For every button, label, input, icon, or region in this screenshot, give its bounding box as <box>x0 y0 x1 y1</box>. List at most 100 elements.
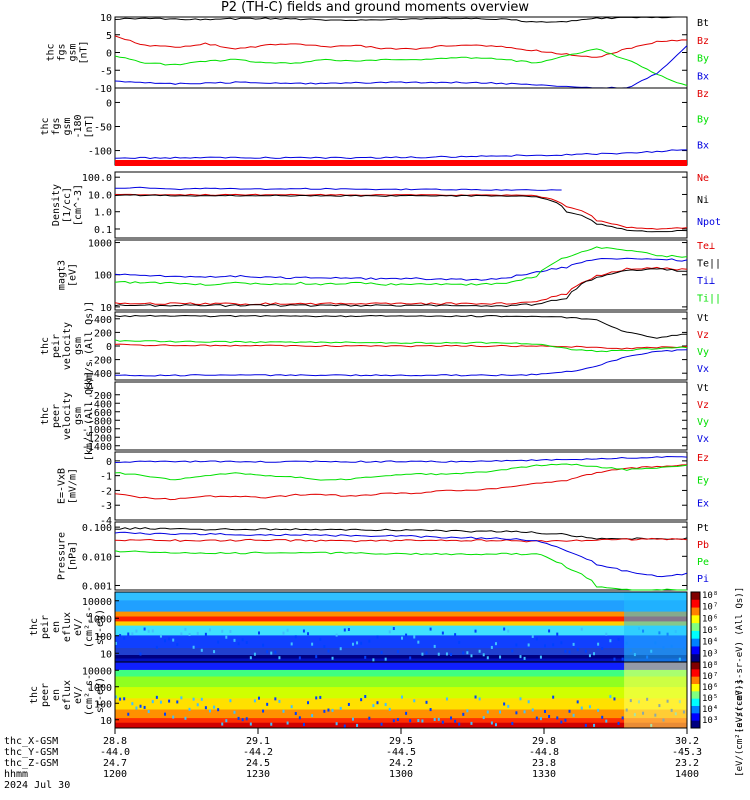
peir_spectrogram-speckle <box>458 640 461 644</box>
colorbar-tick-label: 10⁷ <box>702 672 718 682</box>
peir_spectrogram-speckle <box>515 643 518 647</box>
fgs_gsm_dup-ylabel: [nT] <box>84 114 95 138</box>
peer_spectrogram-speckle <box>229 699 232 703</box>
peir_spectrogram-speckle <box>347 627 350 631</box>
density-series-npot-line <box>114 186 562 191</box>
colorbar-tick-label: 10⁵ <box>702 626 718 636</box>
peer_spectrogram-speckle <box>115 695 117 699</box>
fgs_gsm-ytick-label: 10 <box>100 13 112 24</box>
peer_spectrogram-speckle <box>564 718 567 722</box>
peer_spectrogram-speckle <box>413 699 416 703</box>
peer_spectrogram-speckle <box>262 709 265 713</box>
peer_spectrogram-speckle <box>597 708 600 712</box>
xaxis-tick-label: 28.8 <box>103 736 127 747</box>
peer_spectrogram-band <box>115 718 687 724</box>
peir_spectrogram-speckle <box>233 638 236 642</box>
peir_spectrogram-speckle <box>409 656 412 660</box>
xaxis-tick-label: -45.3 <box>672 747 702 758</box>
peer_spectrogram-speckle <box>552 695 555 699</box>
peir_spectrogram-speckle <box>613 657 616 661</box>
xaxis-tick-label: 1300 <box>389 769 413 780</box>
xaxis-tick-label: 29.8 <box>532 736 556 747</box>
fgs_gsm_dup-ylabel: fgs <box>51 117 62 135</box>
peer_spectrogram-band <box>115 722 687 729</box>
peer_spectrogram-speckle <box>176 700 179 704</box>
peir_spectrogram-speckle <box>417 640 420 644</box>
fgs_gsm-ylabel: thc <box>46 43 57 61</box>
peir_spectrogram-speckle <box>556 632 559 636</box>
peer_velocity-ylabel: velocity <box>62 392 73 440</box>
peer_spectrogram-speckle <box>168 699 171 703</box>
peir_spectrogram-speckle <box>364 655 367 659</box>
peir_spectrogram-speckle <box>580 627 583 631</box>
peer_spectrogram-speckle <box>523 710 526 714</box>
peer_spectrogram-ylabel: (cm²-s- <box>84 674 95 716</box>
fgs_gsm-ytick-label: -5 <box>100 66 112 77</box>
pressure-series-pe-line <box>114 550 687 591</box>
peer_spectrogram-speckle <box>462 712 465 716</box>
xaxis-tick-label: 29.1 <box>246 736 270 747</box>
peer_spectrogram-speckle <box>164 712 167 716</box>
peir_spectrogram-speckle <box>368 639 371 643</box>
xaxis-tick-label: -44.5 <box>386 747 416 758</box>
peer_spectrogram-speckle <box>298 716 301 720</box>
temperature-ytick-label: 1000 <box>88 239 112 250</box>
efield-ylabel: E=-VxB <box>57 468 68 504</box>
peer_spectrogram-speckle <box>507 704 510 708</box>
peer_spectrogram-speckle <box>445 697 448 701</box>
efield-legend-1: Ey <box>697 476 709 487</box>
peir_spectrogram-speckle <box>486 656 489 660</box>
colorbar-segment <box>691 662 700 670</box>
peer_spectrogram-speckle <box>535 716 538 720</box>
peer_spectrogram-speckle <box>437 717 440 721</box>
xaxis-tick-label: 23.8 <box>532 758 556 769</box>
colorbar-tick-label: 10⁸ <box>702 591 718 601</box>
ephemeris-row-label: thc_Z-GSM <box>4 758 58 769</box>
colorbar-label: [eV/(cm²-s-sr-eV)] <box>735 679 745 777</box>
fgs_gsm-series-bt-line <box>114 16 687 23</box>
xaxis-tick-label: 23.2 <box>675 758 699 769</box>
peir_spectrogram-speckle <box>405 633 408 637</box>
efield-legend-2: Ex <box>697 498 709 509</box>
peir_spectrogram-speckle <box>241 638 244 642</box>
density-legend-2: Npot <box>697 217 721 228</box>
peir_spectrogram-speckle <box>564 649 567 653</box>
peir_velocity-ytick-label: 0 <box>106 342 112 353</box>
peer_spectrogram-speckle <box>454 719 457 723</box>
peir_spectrogram-speckle <box>245 640 248 644</box>
peer_spectrogram-speckle <box>544 709 546 713</box>
peir_spectrogram-speckle <box>609 639 612 643</box>
peer_spectrogram-speckle <box>315 696 318 700</box>
peir_spectrogram-speckle <box>237 642 240 646</box>
fgs_gsm_dup-ylabel: -180 <box>73 114 84 138</box>
peir_spectrogram-band <box>115 625 687 636</box>
pressure-legend-0: Pt <box>697 523 709 534</box>
peer_spectrogram-speckle <box>486 710 489 714</box>
peir_velocity-legend-0: Vt <box>697 313 709 324</box>
fgs_gsm-ytick-label: -10 <box>94 84 112 95</box>
peer_velocity-ytick-label: -200 <box>88 391 112 402</box>
peer_spectrogram-speckle <box>368 716 371 720</box>
peir_spectrogram-speckle <box>450 652 453 656</box>
peer_spectrogram-speckle <box>511 721 514 725</box>
peer_spectrogram-band <box>115 698 687 711</box>
peer_spectrogram-speckle <box>539 717 542 721</box>
ephemeris-row-label: thc_Y-GSM <box>4 747 58 758</box>
peer_spectrogram-speckle <box>527 700 530 704</box>
peir_spectrogram-speckle <box>319 637 322 641</box>
colorbar-segment <box>691 646 700 655</box>
fgs_gsm_dup-ytick-label: -100 <box>88 147 112 158</box>
efield-ylabel: [mV/m] <box>68 468 79 504</box>
peer_spectrogram-ylabel: thc <box>29 686 40 704</box>
peir_spectrogram-speckle <box>445 652 448 656</box>
peer_spectrogram-speckle <box>405 711 408 715</box>
peir_spectrogram-speckle <box>380 651 383 655</box>
peer_spectrogram-speckle <box>307 701 310 705</box>
peer_spectrogram-speckle <box>372 704 375 708</box>
peer_spectrogram-speckle <box>388 707 391 711</box>
peir_spectrogram-speckle <box>135 629 138 633</box>
peir_spectrogram-ylabel: peir <box>40 615 51 639</box>
peer_spectrogram-speckle <box>159 700 162 704</box>
peir_spectrogram-ytick-label: 1000 <box>88 614 112 625</box>
peir_spectrogram-speckle <box>123 636 126 640</box>
